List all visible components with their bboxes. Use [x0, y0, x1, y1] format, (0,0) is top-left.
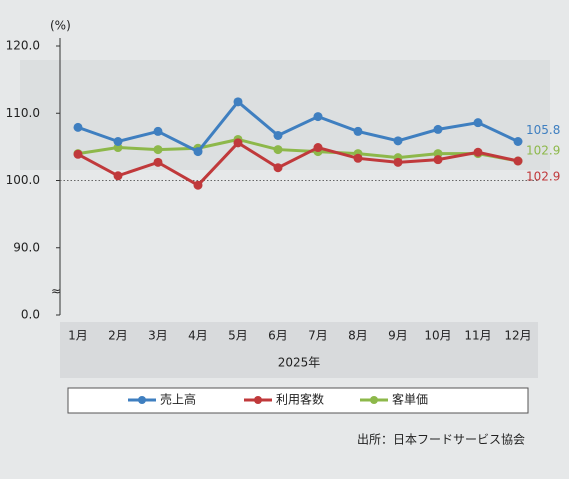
- point: [313, 112, 323, 122]
- point: [193, 180, 203, 190]
- point: [193, 147, 203, 157]
- y-tick-label: 100.0: [6, 173, 40, 187]
- x-tick-label: 11月: [464, 329, 491, 343]
- x-axis-band: [60, 322, 538, 378]
- value-label: 105.8: [526, 123, 560, 137]
- x-tick-label: 12月: [504, 329, 531, 343]
- axis-break: ≈: [51, 284, 61, 298]
- background-panel: [20, 60, 550, 170]
- x-tick-label: 8月: [348, 329, 368, 343]
- legend-label: 売上高: [160, 392, 196, 407]
- x-tick-label: 7月: [308, 329, 328, 343]
- value-label: 102.9: [526, 143, 560, 157]
- y-tick-label: 110.0: [6, 106, 40, 120]
- point: [73, 149, 83, 159]
- point: [433, 155, 443, 165]
- y-unit: (%): [50, 19, 71, 33]
- point: [393, 136, 403, 146]
- x-tick-label: 4月: [188, 329, 208, 343]
- legend-label: 利用客数: [276, 392, 324, 407]
- value-label: 102.9: [526, 169, 560, 183]
- point: [153, 126, 163, 136]
- line: [77, 140, 519, 188]
- point: [233, 138, 243, 148]
- legend-marker: [370, 396, 378, 404]
- line: [77, 99, 519, 154]
- y-tick-label: 0.0: [21, 308, 40, 322]
- legend-marker: [254, 396, 262, 404]
- point: [113, 171, 123, 181]
- point: [513, 136, 523, 146]
- line: [77, 137, 519, 163]
- point: [313, 143, 323, 153]
- point: [113, 136, 123, 146]
- x-axis-title: 2025年: [278, 356, 321, 370]
- x-tick-label: 1月: [68, 329, 88, 343]
- y-tick-label: 90.0: [13, 240, 40, 254]
- x-tick-label: 9月: [388, 329, 408, 343]
- x-tick-label: 10月: [424, 329, 451, 343]
- point: [153, 157, 163, 167]
- x-tick-label: 5月: [228, 329, 248, 343]
- point: [273, 130, 283, 140]
- x-tick-label: 3月: [148, 329, 168, 343]
- x-tick-label: 6月: [268, 329, 288, 343]
- point: [273, 163, 283, 173]
- point: [393, 157, 403, 167]
- point: [273, 145, 283, 155]
- legend-marker: [138, 396, 146, 404]
- point: [433, 124, 443, 134]
- point: [353, 126, 363, 136]
- point: [233, 97, 243, 107]
- point: [153, 145, 163, 155]
- source: 出所：日本フードサービス協会: [357, 432, 525, 447]
- y-tick-label: 120.0: [6, 39, 40, 53]
- point: [473, 118, 483, 128]
- point: [73, 122, 83, 132]
- point: [473, 147, 483, 157]
- point: [513, 156, 523, 166]
- legend-label: 客単価: [392, 392, 428, 407]
- x-tick-label: 2月: [108, 329, 128, 343]
- point: [353, 153, 363, 163]
